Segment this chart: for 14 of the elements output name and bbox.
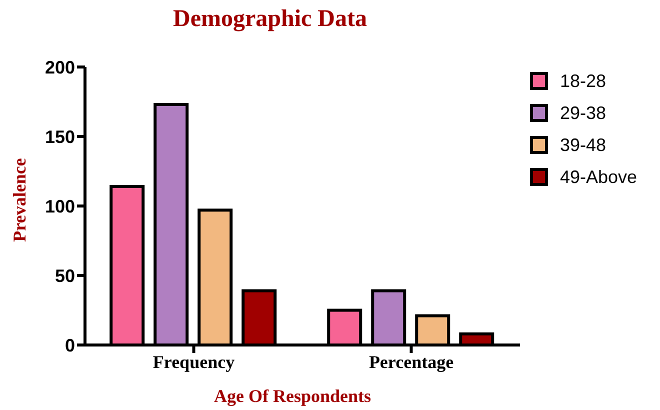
y-tick-label: 100 (44, 196, 75, 216)
y-tick-label: 150 (44, 126, 75, 147)
y-tick-label: 200 (44, 57, 75, 78)
legend-label: 29-38 (560, 102, 606, 124)
chart-title: Demographic Data (172, 6, 368, 33)
legend-label: 49-Above (560, 166, 638, 188)
legend-label: 18-28 (560, 70, 606, 92)
x-tick-label: Frequency (152, 352, 235, 372)
x-axis-title: Age Of Respondents (212, 386, 372, 407)
x-tick-label: Percentage (368, 352, 454, 372)
legend-label: 39-48 (560, 134, 606, 156)
y-tick-label: 50 (54, 266, 75, 286)
y-axis-title: Prevalence (10, 158, 30, 242)
y-tick-label: 0 (64, 335, 75, 356)
